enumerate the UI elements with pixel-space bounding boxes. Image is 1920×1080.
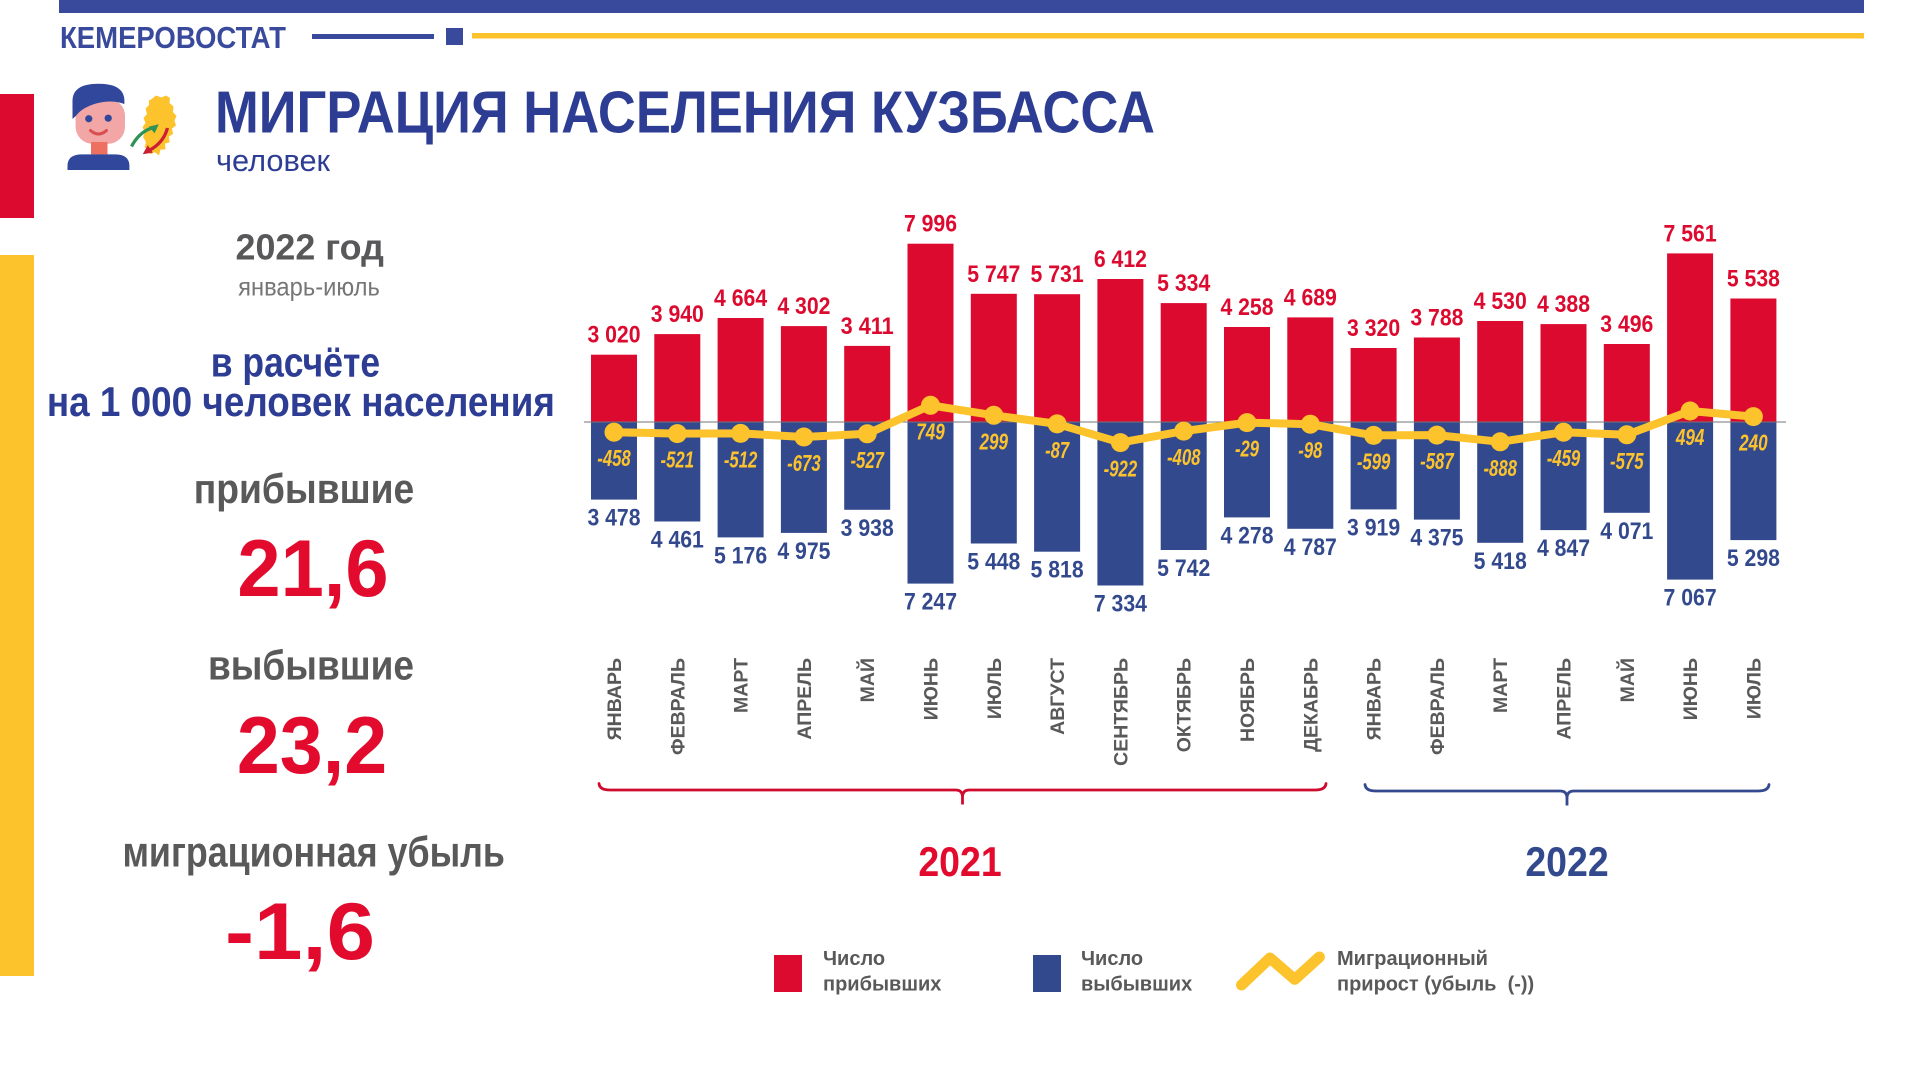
svg-text:КЕМЕРОВОСТАТ: КЕМЕРОВОСТАТ <box>60 21 286 55</box>
svg-text:4 071: 4 071 <box>1600 518 1653 545</box>
svg-text:4 530: 4 530 <box>1474 288 1527 315</box>
svg-text:ИЮНЬ: ИЮНЬ <box>921 658 943 720</box>
svg-text:2021: 2021 <box>918 838 1001 885</box>
svg-text:7 996: 7 996 <box>904 211 957 238</box>
svg-text:-459: -459 <box>1547 445 1581 471</box>
svg-text:МИГРАЦИЯ НАСЕЛЕНИЯ КУЗБАССА: МИГРАЦИЯ НАСЕЛЕНИЯ КУЗБАССА <box>215 80 1155 146</box>
svg-text:-512: -512 <box>724 446 758 472</box>
svg-text:выбывших: выбывших <box>1081 974 1192 996</box>
svg-text:7 067: 7 067 <box>1664 585 1717 612</box>
svg-text:-599: -599 <box>1357 448 1391 474</box>
svg-text:4 787: 4 787 <box>1284 534 1337 561</box>
svg-text:ИЮЛЬ: ИЮЛЬ <box>984 658 1006 719</box>
svg-text:ЯНВАРЬ: ЯНВАРЬ <box>1364 658 1386 740</box>
svg-text:5 418: 5 418 <box>1474 548 1527 575</box>
svg-text:АПРЕЛЬ: АПРЕЛЬ <box>794 658 816 740</box>
svg-text:3 411: 3 411 <box>841 313 894 340</box>
svg-text:299: 299 <box>979 428 1008 454</box>
svg-text:4 847: 4 847 <box>1537 535 1590 562</box>
svg-text:ФЕВРАЛЬ: ФЕВРАЛЬ <box>1427 658 1449 755</box>
svg-text:МАРТ: МАРТ <box>731 658 753 713</box>
svg-text:ЯНВАРЬ: ЯНВАРЬ <box>604 658 626 740</box>
svg-text:-922: -922 <box>1104 456 1138 482</box>
svg-text:МАРТ: МАРТ <box>1490 658 1512 713</box>
svg-text:в расчёте: в расчёте <box>211 339 380 386</box>
svg-text:5 448: 5 448 <box>967 549 1020 576</box>
svg-text:ОКТЯБРЬ: ОКТЯБРЬ <box>1174 658 1196 752</box>
svg-text:494: 494 <box>1675 424 1704 450</box>
svg-text:ФЕВРАЛЬ: ФЕВРАЛЬ <box>667 658 689 755</box>
svg-text:4 302: 4 302 <box>777 293 830 320</box>
svg-text:3 938: 3 938 <box>841 515 894 542</box>
svg-text:-98: -98 <box>1298 437 1322 463</box>
svg-text:человек: человек <box>216 143 330 178</box>
svg-text:на 1 000 человек населения: на 1 000 человек населения <box>47 378 555 425</box>
svg-text:3 788: 3 788 <box>1410 305 1463 332</box>
svg-text:-29: -29 <box>1235 436 1259 462</box>
svg-text:НОЯБРЬ: НОЯБРЬ <box>1237 658 1259 742</box>
svg-text:ИЮЛЬ: ИЮЛЬ <box>1743 658 1765 719</box>
svg-text:749: 749 <box>916 418 945 444</box>
svg-text:3 478: 3 478 <box>587 505 640 532</box>
svg-text:5 176: 5 176 <box>714 542 767 569</box>
svg-text:3 496: 3 496 <box>1600 311 1653 338</box>
svg-text:-527: -527 <box>850 447 884 473</box>
svg-text:СЕНТЯБРЬ: СЕНТЯБРЬ <box>1110 658 1132 766</box>
svg-text:ИЮНЬ: ИЮНЬ <box>1680 658 1702 720</box>
svg-text:4 388: 4 388 <box>1537 291 1590 318</box>
svg-text:4 689: 4 689 <box>1284 284 1337 311</box>
svg-text:6 412: 6 412 <box>1094 246 1147 273</box>
svg-text:-1,6: -1,6 <box>225 887 375 977</box>
svg-text:миграционная убыль: миграционная убыль <box>122 828 505 876</box>
svg-text:5 731: 5 731 <box>1031 261 1084 288</box>
svg-text:-673: -673 <box>787 450 821 476</box>
svg-text:прирост (убыль (-)): прирост (убыль (-)) <box>1337 974 1534 996</box>
svg-text:3 020: 3 020 <box>587 322 640 349</box>
svg-text:4 258: 4 258 <box>1220 294 1273 321</box>
svg-text:5 298: 5 298 <box>1727 545 1780 572</box>
svg-text:-587: -587 <box>1420 448 1454 474</box>
svg-text:МАЙ: МАЙ <box>1615 658 1639 702</box>
svg-text:23,2: 23,2 <box>237 701 387 791</box>
svg-text:МАЙ: МАЙ <box>855 658 879 702</box>
svg-text:3 919: 3 919 <box>1347 514 1400 541</box>
svg-text:прибывших: прибывших <box>823 974 941 996</box>
svg-text:5 747: 5 747 <box>967 261 1020 288</box>
svg-text:АВГУСТ: АВГУСТ <box>1047 658 1069 735</box>
svg-text:-575: -575 <box>1610 448 1644 474</box>
svg-text:Число: Число <box>823 948 885 970</box>
svg-text:-458: -458 <box>597 445 631 471</box>
svg-text:ДЕКАБРЬ: ДЕКАБРЬ <box>1300 658 1322 752</box>
svg-text:7 561: 7 561 <box>1664 220 1717 247</box>
svg-text:АПРЕЛЬ: АПРЕЛЬ <box>1554 658 1576 740</box>
svg-text:5 538: 5 538 <box>1727 266 1780 293</box>
svg-text:240: 240 <box>1738 430 1767 456</box>
svg-text:4 975: 4 975 <box>777 538 830 565</box>
svg-text:3 940: 3 940 <box>651 301 704 328</box>
svg-text:2022: 2022 <box>1525 838 1608 885</box>
svg-text:Число: Число <box>1081 948 1143 970</box>
svg-text:4 278: 4 278 <box>1220 522 1273 549</box>
svg-text:4 375: 4 375 <box>1410 525 1463 552</box>
svg-text:3 320: 3 320 <box>1347 315 1400 342</box>
svg-text:5 742: 5 742 <box>1157 555 1210 582</box>
svg-text:4 664: 4 664 <box>714 285 768 312</box>
svg-text:-521: -521 <box>661 447 695 473</box>
svg-text:7 247: 7 247 <box>904 589 957 616</box>
svg-text:-408: -408 <box>1167 444 1201 470</box>
svg-text:4 461: 4 461 <box>651 527 704 554</box>
svg-text:7 334: 7 334 <box>1094 591 1148 618</box>
svg-text:5 818: 5 818 <box>1031 557 1084 584</box>
svg-text:-888: -888 <box>1483 455 1517 481</box>
svg-text:5 334: 5 334 <box>1157 270 1211 297</box>
svg-text:Миграционный: Миграционный <box>1337 948 1488 970</box>
svg-text:21,6: 21,6 <box>237 524 388 614</box>
svg-text:январь-июль: январь-июль <box>238 271 380 301</box>
svg-text:-87: -87 <box>1045 437 1070 463</box>
svg-text:прибывшие: прибывшие <box>194 465 415 512</box>
svg-text:выбывшие: выбывшие <box>208 642 414 689</box>
svg-text:2022 год: 2022 год <box>236 227 384 268</box>
